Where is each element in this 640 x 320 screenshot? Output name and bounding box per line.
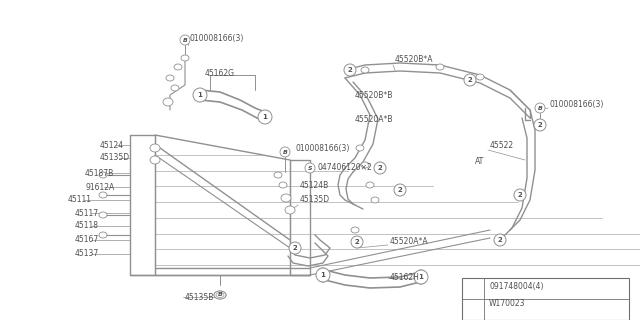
Circle shape <box>394 184 406 196</box>
Text: A450001137: A450001137 <box>581 303 630 312</box>
Text: 2: 2 <box>498 237 502 243</box>
Text: 45117: 45117 <box>75 209 99 218</box>
Circle shape <box>535 103 545 113</box>
Text: 010008166(3): 010008166(3) <box>295 143 349 153</box>
Text: 45520B*B: 45520B*B <box>355 91 394 100</box>
Text: B: B <box>182 37 188 43</box>
Circle shape <box>514 189 526 201</box>
Text: W170023: W170023 <box>489 299 525 308</box>
Text: 2: 2 <box>378 165 382 171</box>
Text: AT: AT <box>475 157 484 166</box>
Ellipse shape <box>99 192 107 198</box>
Text: S: S <box>308 165 312 171</box>
Circle shape <box>193 88 207 102</box>
Bar <box>462 278 629 320</box>
Text: 1: 1 <box>198 92 202 98</box>
Circle shape <box>344 64 356 76</box>
Ellipse shape <box>285 206 295 214</box>
Ellipse shape <box>356 145 364 151</box>
Ellipse shape <box>99 212 107 218</box>
Text: 45522: 45522 <box>490 140 514 149</box>
Ellipse shape <box>99 172 107 178</box>
Text: 1: 1 <box>419 274 424 280</box>
Circle shape <box>280 147 290 157</box>
Text: 45124B: 45124B <box>300 180 329 189</box>
Circle shape <box>289 242 301 254</box>
Ellipse shape <box>361 162 369 168</box>
Ellipse shape <box>366 182 374 188</box>
Ellipse shape <box>181 55 189 61</box>
Circle shape <box>258 110 272 124</box>
Text: 2: 2 <box>538 122 542 128</box>
Text: 45520A*B: 45520A*B <box>355 116 394 124</box>
Text: 2: 2 <box>397 187 403 193</box>
Text: 45124: 45124 <box>100 140 124 149</box>
Ellipse shape <box>174 64 182 70</box>
Circle shape <box>464 74 476 86</box>
Ellipse shape <box>279 182 287 188</box>
Circle shape <box>534 119 546 131</box>
Text: 91612A: 91612A <box>85 182 115 191</box>
Text: 45187B: 45187B <box>85 169 115 178</box>
Ellipse shape <box>150 156 160 164</box>
Text: B: B <box>538 106 542 110</box>
Text: B: B <box>283 149 287 155</box>
Ellipse shape <box>317 268 329 282</box>
Ellipse shape <box>371 197 379 203</box>
Ellipse shape <box>150 144 160 152</box>
Text: 45520B*A: 45520B*A <box>395 55 433 65</box>
Ellipse shape <box>436 64 444 70</box>
Text: 047406120×2: 047406120×2 <box>318 164 372 172</box>
Ellipse shape <box>274 172 282 178</box>
Circle shape <box>180 35 190 45</box>
Text: 45111: 45111 <box>68 196 92 204</box>
Text: 010008166(3): 010008166(3) <box>550 100 604 109</box>
Text: 45162H: 45162H <box>390 273 420 282</box>
Text: 45118: 45118 <box>75 221 99 230</box>
Ellipse shape <box>351 227 359 233</box>
Text: 45520A*A: 45520A*A <box>390 237 429 246</box>
Circle shape <box>414 270 428 284</box>
Ellipse shape <box>166 75 174 81</box>
Ellipse shape <box>361 67 369 73</box>
Text: 45137: 45137 <box>75 250 99 259</box>
Text: 2: 2 <box>518 192 522 198</box>
Text: 45162G: 45162G <box>205 68 235 77</box>
Text: 45135D: 45135D <box>300 196 330 204</box>
Text: 2: 2 <box>468 77 472 83</box>
Ellipse shape <box>259 111 271 123</box>
Text: B: B <box>218 292 222 298</box>
Circle shape <box>316 268 330 282</box>
Ellipse shape <box>99 232 107 238</box>
Text: 2: 2 <box>348 67 353 73</box>
Text: 1: 1 <box>321 272 325 278</box>
Ellipse shape <box>476 74 484 80</box>
Ellipse shape <box>216 292 224 298</box>
Text: 1: 1 <box>262 114 268 120</box>
Text: 45135D: 45135D <box>100 154 130 163</box>
Ellipse shape <box>415 270 427 284</box>
Text: 010008166(3): 010008166(3) <box>190 34 244 43</box>
Circle shape <box>466 279 480 293</box>
Text: 2: 2 <box>470 300 476 307</box>
Circle shape <box>305 163 315 173</box>
Ellipse shape <box>194 89 206 101</box>
Circle shape <box>494 234 506 246</box>
Ellipse shape <box>281 194 291 202</box>
Text: 2: 2 <box>292 245 298 251</box>
Ellipse shape <box>214 291 226 299</box>
Ellipse shape <box>214 291 226 299</box>
Text: 1: 1 <box>470 284 476 290</box>
Ellipse shape <box>171 85 179 91</box>
Text: 45167: 45167 <box>75 236 99 244</box>
Circle shape <box>466 297 480 310</box>
Text: 2: 2 <box>355 239 360 245</box>
Circle shape <box>374 162 386 174</box>
Ellipse shape <box>163 98 173 106</box>
Circle shape <box>351 236 363 248</box>
Text: 45135B: 45135B <box>185 293 214 302</box>
Text: 091748004(4): 091748004(4) <box>489 282 543 291</box>
